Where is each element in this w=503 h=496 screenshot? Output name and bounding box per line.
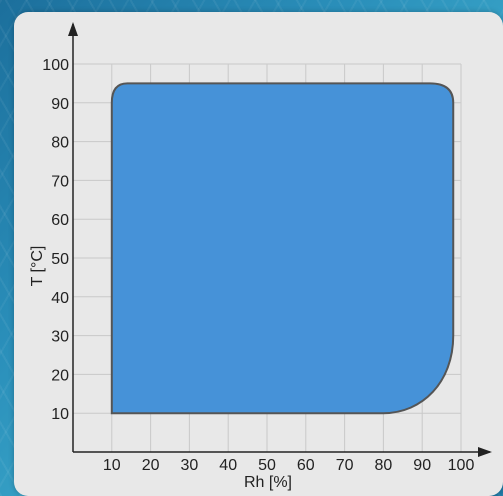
x-axis-arrow [478, 447, 492, 457]
x-tick-label: 50 [258, 457, 276, 474]
x-tick-label: 80 [375, 457, 393, 474]
y-axis-arrow [68, 22, 78, 36]
y-tick-label: 50 [51, 251, 69, 268]
y-tick-label: 20 [51, 367, 69, 384]
x-tick-label: 60 [297, 457, 315, 474]
y-tick-label: 30 [51, 329, 69, 346]
x-tick-label: 10 [103, 457, 121, 474]
x-tick-label: 90 [413, 457, 431, 474]
y-tick-labels: 10 20 30 40 50 60 70 80 90 100 [42, 57, 69, 423]
x-tick-labels: 10 20 30 40 50 60 70 80 90 100 [103, 457, 475, 474]
y-tick-label: 10 [51, 406, 69, 423]
x-tick-label: 20 [142, 457, 160, 474]
x-axis-title: Rh [%] [244, 474, 292, 491]
x-tick-label: 70 [336, 457, 354, 474]
y-tick-label: 90 [51, 96, 69, 113]
y-tick-label: 40 [51, 290, 69, 307]
y-tick-label: 60 [51, 212, 69, 229]
y-tick-label: 70 [51, 173, 69, 190]
operating-region [110, 82, 455, 415]
y-tick-label: 100 [42, 57, 69, 74]
x-tick-label: 100 [448, 457, 475, 474]
x-tick-label: 30 [181, 457, 199, 474]
axes [68, 22, 492, 457]
y-tick-label: 80 [51, 135, 69, 152]
x-tick-label: 40 [219, 457, 237, 474]
y-axis-title: T [°C] [29, 246, 46, 287]
